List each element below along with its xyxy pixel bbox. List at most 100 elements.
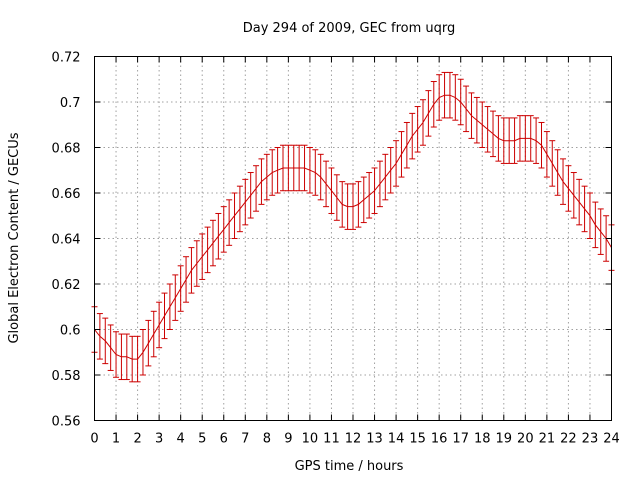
error-bar-point (188, 247, 195, 294)
error-bar-point (409, 112, 416, 160)
error-bar-point (549, 140, 556, 187)
x-tick-label: 9 (284, 432, 292, 447)
y-tick-label: 0.56 (52, 415, 81, 430)
error-bar-point (586, 192, 593, 239)
error-bar-point (484, 106, 491, 153)
error-bar-point (350, 183, 356, 230)
error-bar-point (269, 149, 276, 196)
error-bar-point (285, 144, 292, 192)
error-bar-point (236, 185, 243, 233)
error-bar-point (366, 172, 373, 219)
x-tick-label: 19 (496, 432, 513, 447)
error-bar-point (274, 147, 281, 194)
error-bar-point (328, 167, 335, 214)
x-tick-label: 0 (90, 432, 98, 447)
error-bar-point (263, 153, 270, 201)
error-bar-point (339, 181, 346, 228)
error-bar-point (183, 256, 190, 303)
x-tick-label: 22 (560, 432, 577, 447)
x-tick-label: 17 (452, 432, 469, 447)
error-bar-point (473, 96, 480, 144)
x-tick-label: 18 (474, 432, 491, 447)
error-bar-point (527, 115, 534, 162)
x-tick-label: 2 (133, 432, 141, 447)
error-bar-point (253, 165, 260, 212)
error-bar-point (161, 292, 168, 340)
error-bar-point (296, 144, 303, 192)
y-tick-label: 0.7 (60, 96, 81, 111)
y-tick-label: 0.62 (52, 278, 81, 293)
error-bar-point (279, 144, 286, 192)
error-bar-point (420, 99, 427, 146)
error-bar-point (597, 208, 604, 255)
error-bar-point (150, 310, 157, 358)
error-bar-point (258, 158, 265, 205)
error-bar-point (134, 335, 141, 383)
error-bar-point (565, 165, 572, 212)
x-tick-label: 14 (388, 432, 405, 447)
error-bar-point (463, 85, 470, 133)
y-tick-label: 0.6 (60, 324, 81, 339)
error-bar-point (145, 319, 152, 367)
error-bar-point (554, 149, 561, 196)
error-bar-point (538, 121, 545, 169)
error-bar-point (479, 101, 486, 148)
error-bar-point (290, 144, 297, 192)
x-tick-label: 6 (220, 432, 228, 447)
x-tick-labels: 0 1 2 3 4 5 6 7 8 9 10 11 12 13 14 15 16 17 18 19 20 21 22 23 24 (90, 432, 619, 447)
x-tick-label: 20 (517, 432, 534, 447)
error-bar-point (446, 71, 453, 119)
x-tick-label: 5 (198, 432, 206, 447)
y-axis-label: Global Electron Content / GECUs (7, 132, 22, 343)
error-bar-point (113, 331, 120, 378)
x-tick-label: 21 (539, 432, 556, 447)
error-bar-point (495, 115, 502, 162)
y-tick-label: 0.72 (52, 51, 81, 66)
y-tick-label: 0.58 (52, 369, 81, 384)
error-bar-point (511, 117, 518, 164)
ticks (94, 56, 612, 421)
x-tick-label: 23 (582, 432, 599, 447)
error-bar-point (172, 274, 179, 321)
error-bar-point (516, 115, 523, 162)
error-bar-point (317, 153, 324, 201)
error-bar-point (312, 149, 319, 196)
x-tick-label: 1 (112, 432, 120, 447)
x-tick-label: 13 (366, 432, 383, 447)
error-bar-point (123, 333, 130, 381)
error-bar-point (436, 74, 443, 121)
error-bar-point (382, 153, 389, 201)
y-tick-labels: 0.56 0.58 0.6 0.62 0.64 0.66 0.68 0.7 0.72 (52, 51, 81, 430)
error-bar-point (371, 167, 378, 214)
x-tick-label: 15 (409, 432, 426, 447)
error-bar-point (592, 201, 599, 249)
error-bar-point (425, 90, 432, 137)
error-bar-point (570, 172, 577, 219)
x-tick-label: 16 (431, 432, 448, 447)
error-bar-point (452, 74, 459, 121)
error-bar-point (177, 265, 184, 312)
error-bar-point (129, 335, 136, 383)
y-tick-label: 0.64 (52, 233, 81, 248)
error-bar-point (393, 140, 400, 187)
error-bar-point (220, 206, 227, 253)
error-bar-point (576, 178, 583, 226)
error-bar-point (468, 92, 475, 139)
y-tick-label: 0.66 (52, 187, 81, 202)
error-bar-point (247, 172, 254, 219)
x-tick-label: 3 (155, 432, 163, 447)
error-bar-point (376, 160, 383, 208)
x-tick-label: 7 (241, 432, 249, 447)
error-bar-point (533, 117, 540, 164)
error-bar-point (306, 147, 313, 194)
error-bar-point (387, 147, 394, 194)
error-bar-point (242, 178, 249, 226)
x-tick-label: 12 (345, 432, 362, 447)
error-bar-point (204, 226, 211, 274)
error-bar-point (102, 317, 109, 365)
error-bar-point (457, 78, 464, 126)
y-tick-label: 0.68 (52, 142, 81, 157)
error-bar-point (581, 185, 588, 233)
